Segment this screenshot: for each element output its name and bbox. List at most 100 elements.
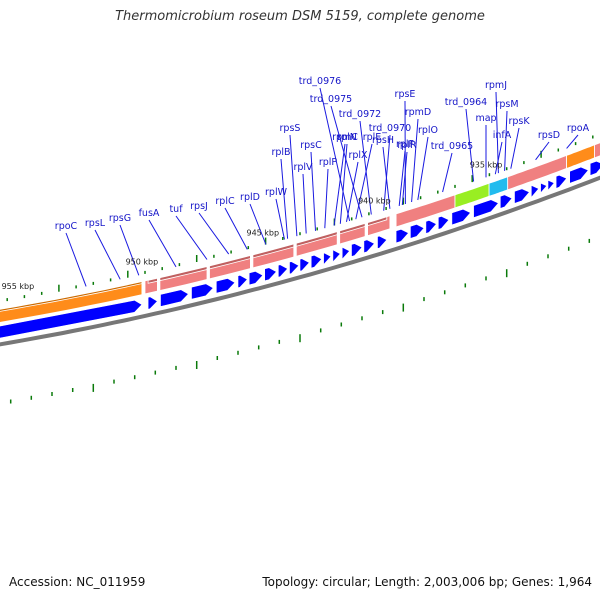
- leader-line: [333, 143, 346, 226]
- leader-line: [346, 161, 359, 222]
- cds-arrow: [323, 252, 332, 266]
- cds-arrow: [216, 278, 236, 294]
- kbp-label: 955 kbp: [2, 282, 35, 291]
- leader-line: [224, 207, 248, 250]
- leader-line: [495, 91, 499, 174]
- cds-arrow: [410, 224, 425, 239]
- leader-line: [417, 136, 429, 201]
- cds-arrow: [377, 235, 388, 249]
- leader-line: [355, 143, 373, 220]
- gene-label-rplR: rplR: [397, 140, 417, 151]
- cds-arrow: [341, 246, 351, 260]
- gene-labels: rpoC rpsL rpsG fusA tuf rpsJ rplC rplD rplWrplBr…: [55, 76, 590, 232]
- leader-line: [465, 108, 475, 182]
- leader-line: [535, 141, 550, 161]
- leader-line: [289, 134, 298, 237]
- gene-label-rplW: rplW: [265, 187, 288, 198]
- feature-salmon-d: [594, 142, 600, 159]
- cds-arrow: [277, 264, 289, 278]
- feature-divider: [293, 242, 297, 258]
- leader-line: [310, 151, 316, 231]
- gene-label-rpsK: rpsK: [508, 116, 530, 127]
- cds-arrow: [0, 299, 143, 339]
- leader-line: [398, 150, 406, 206]
- gene-label-trd_0965: trd_0965: [431, 141, 473, 152]
- cds-arrow: [451, 208, 471, 226]
- cds-arrow: [473, 199, 499, 219]
- cds-arrow: [160, 289, 189, 307]
- feature-divider: [364, 222, 369, 238]
- leader-line: [65, 232, 87, 287]
- kbp-label: 950 kbp: [126, 258, 159, 267]
- cds-arrow: [147, 296, 158, 310]
- cds-arrow: [555, 174, 568, 189]
- backbone-arc: [0, 175, 600, 347]
- gene-label-rpsS: rpsS: [280, 123, 301, 134]
- gene-label-rpsJ: rpsJ: [190, 201, 208, 212]
- leader-line: [275, 198, 285, 240]
- leader-line: [494, 141, 503, 175]
- leader-line: [504, 110, 508, 171]
- leader-line: [359, 120, 372, 215]
- feature-divider: [206, 265, 210, 280]
- leader-line: [280, 158, 289, 239]
- cds-arrow: [530, 184, 540, 199]
- gene-label-trd_0972: trd_0972: [339, 109, 381, 120]
- leader-line: [383, 134, 391, 211]
- cds-arrow: [289, 261, 300, 275]
- leader-line: [566, 134, 579, 149]
- gene-label-rplO: rplO: [418, 125, 438, 136]
- kbp-label: 945 kbp: [246, 228, 279, 237]
- gene-label-trd_0964: trd_0964: [445, 97, 487, 108]
- gene-label-rplB: rplB: [271, 147, 290, 158]
- cds-arrow: [310, 254, 323, 269]
- leader-line: [382, 146, 391, 209]
- cds-arrow: [191, 283, 214, 300]
- kbp-labels: 955 kbp 950 kbp 945 kbp 940 kbp 935 kbp: [2, 160, 503, 291]
- gene-label-rplX: rplX: [348, 150, 368, 161]
- gene-label-rpoC: rpoC: [55, 221, 78, 232]
- gene-label-rpmD: rpmD: [405, 107, 432, 118]
- gene-label-tuf: tuf: [169, 204, 183, 215]
- gene-label-rpoA: rpoA: [567, 123, 590, 134]
- gene-label-rpsE: rpsE: [395, 89, 416, 100]
- leader-line: [401, 151, 408, 206]
- feature-divider: [336, 230, 341, 246]
- feature-cyan: [488, 176, 509, 197]
- cds-arrow: [351, 243, 363, 257]
- gene-label-rplE: rplE: [363, 132, 382, 143]
- leader-line: [330, 105, 363, 218]
- label-leaders: [65, 87, 579, 287]
- cds-arrow: [299, 258, 310, 272]
- cds-arrow: [499, 194, 513, 209]
- genome-stats-text: Topology: circular; Length: 2,003,006 bp…: [262, 575, 592, 589]
- cds-arrow: [248, 270, 264, 286]
- gene-label-infA: infA: [493, 130, 512, 141]
- gene-label-rpmJ: rpmJ: [485, 80, 507, 91]
- cds-arrow: [569, 166, 589, 184]
- kbp-label: 940 kbp: [358, 197, 391, 206]
- cds-arrow: [538, 181, 548, 195]
- gene-label-map: map: [475, 113, 496, 124]
- gene-label-rpmC: rpmC: [332, 132, 358, 143]
- cds-arrow: [395, 228, 409, 244]
- leader-line: [148, 219, 177, 268]
- gene-label-rpsD: rpsD: [538, 130, 560, 141]
- gene-label-trd_0975: trd_0975: [310, 94, 352, 105]
- inner-tick-ring: [9, 238, 591, 404]
- gene-label-rplN: rplN: [337, 132, 357, 143]
- leader-line: [119, 224, 140, 276]
- cds-arrow: [425, 220, 437, 234]
- leader-line: [339, 143, 348, 224]
- leader-line: [198, 212, 230, 255]
- gene-label-rpsC: rpsC: [300, 140, 322, 151]
- leader-line: [510, 127, 520, 169]
- gene-label-trd_0970: trd_0970: [369, 123, 411, 134]
- cds-arrow: [264, 267, 277, 282]
- cds-track: [0, 160, 600, 339]
- gene-label-rpsH: rpsH: [372, 135, 394, 146]
- cds-arrow: [437, 216, 450, 230]
- feature-track: [0, 142, 600, 323]
- leader-line: [94, 229, 121, 280]
